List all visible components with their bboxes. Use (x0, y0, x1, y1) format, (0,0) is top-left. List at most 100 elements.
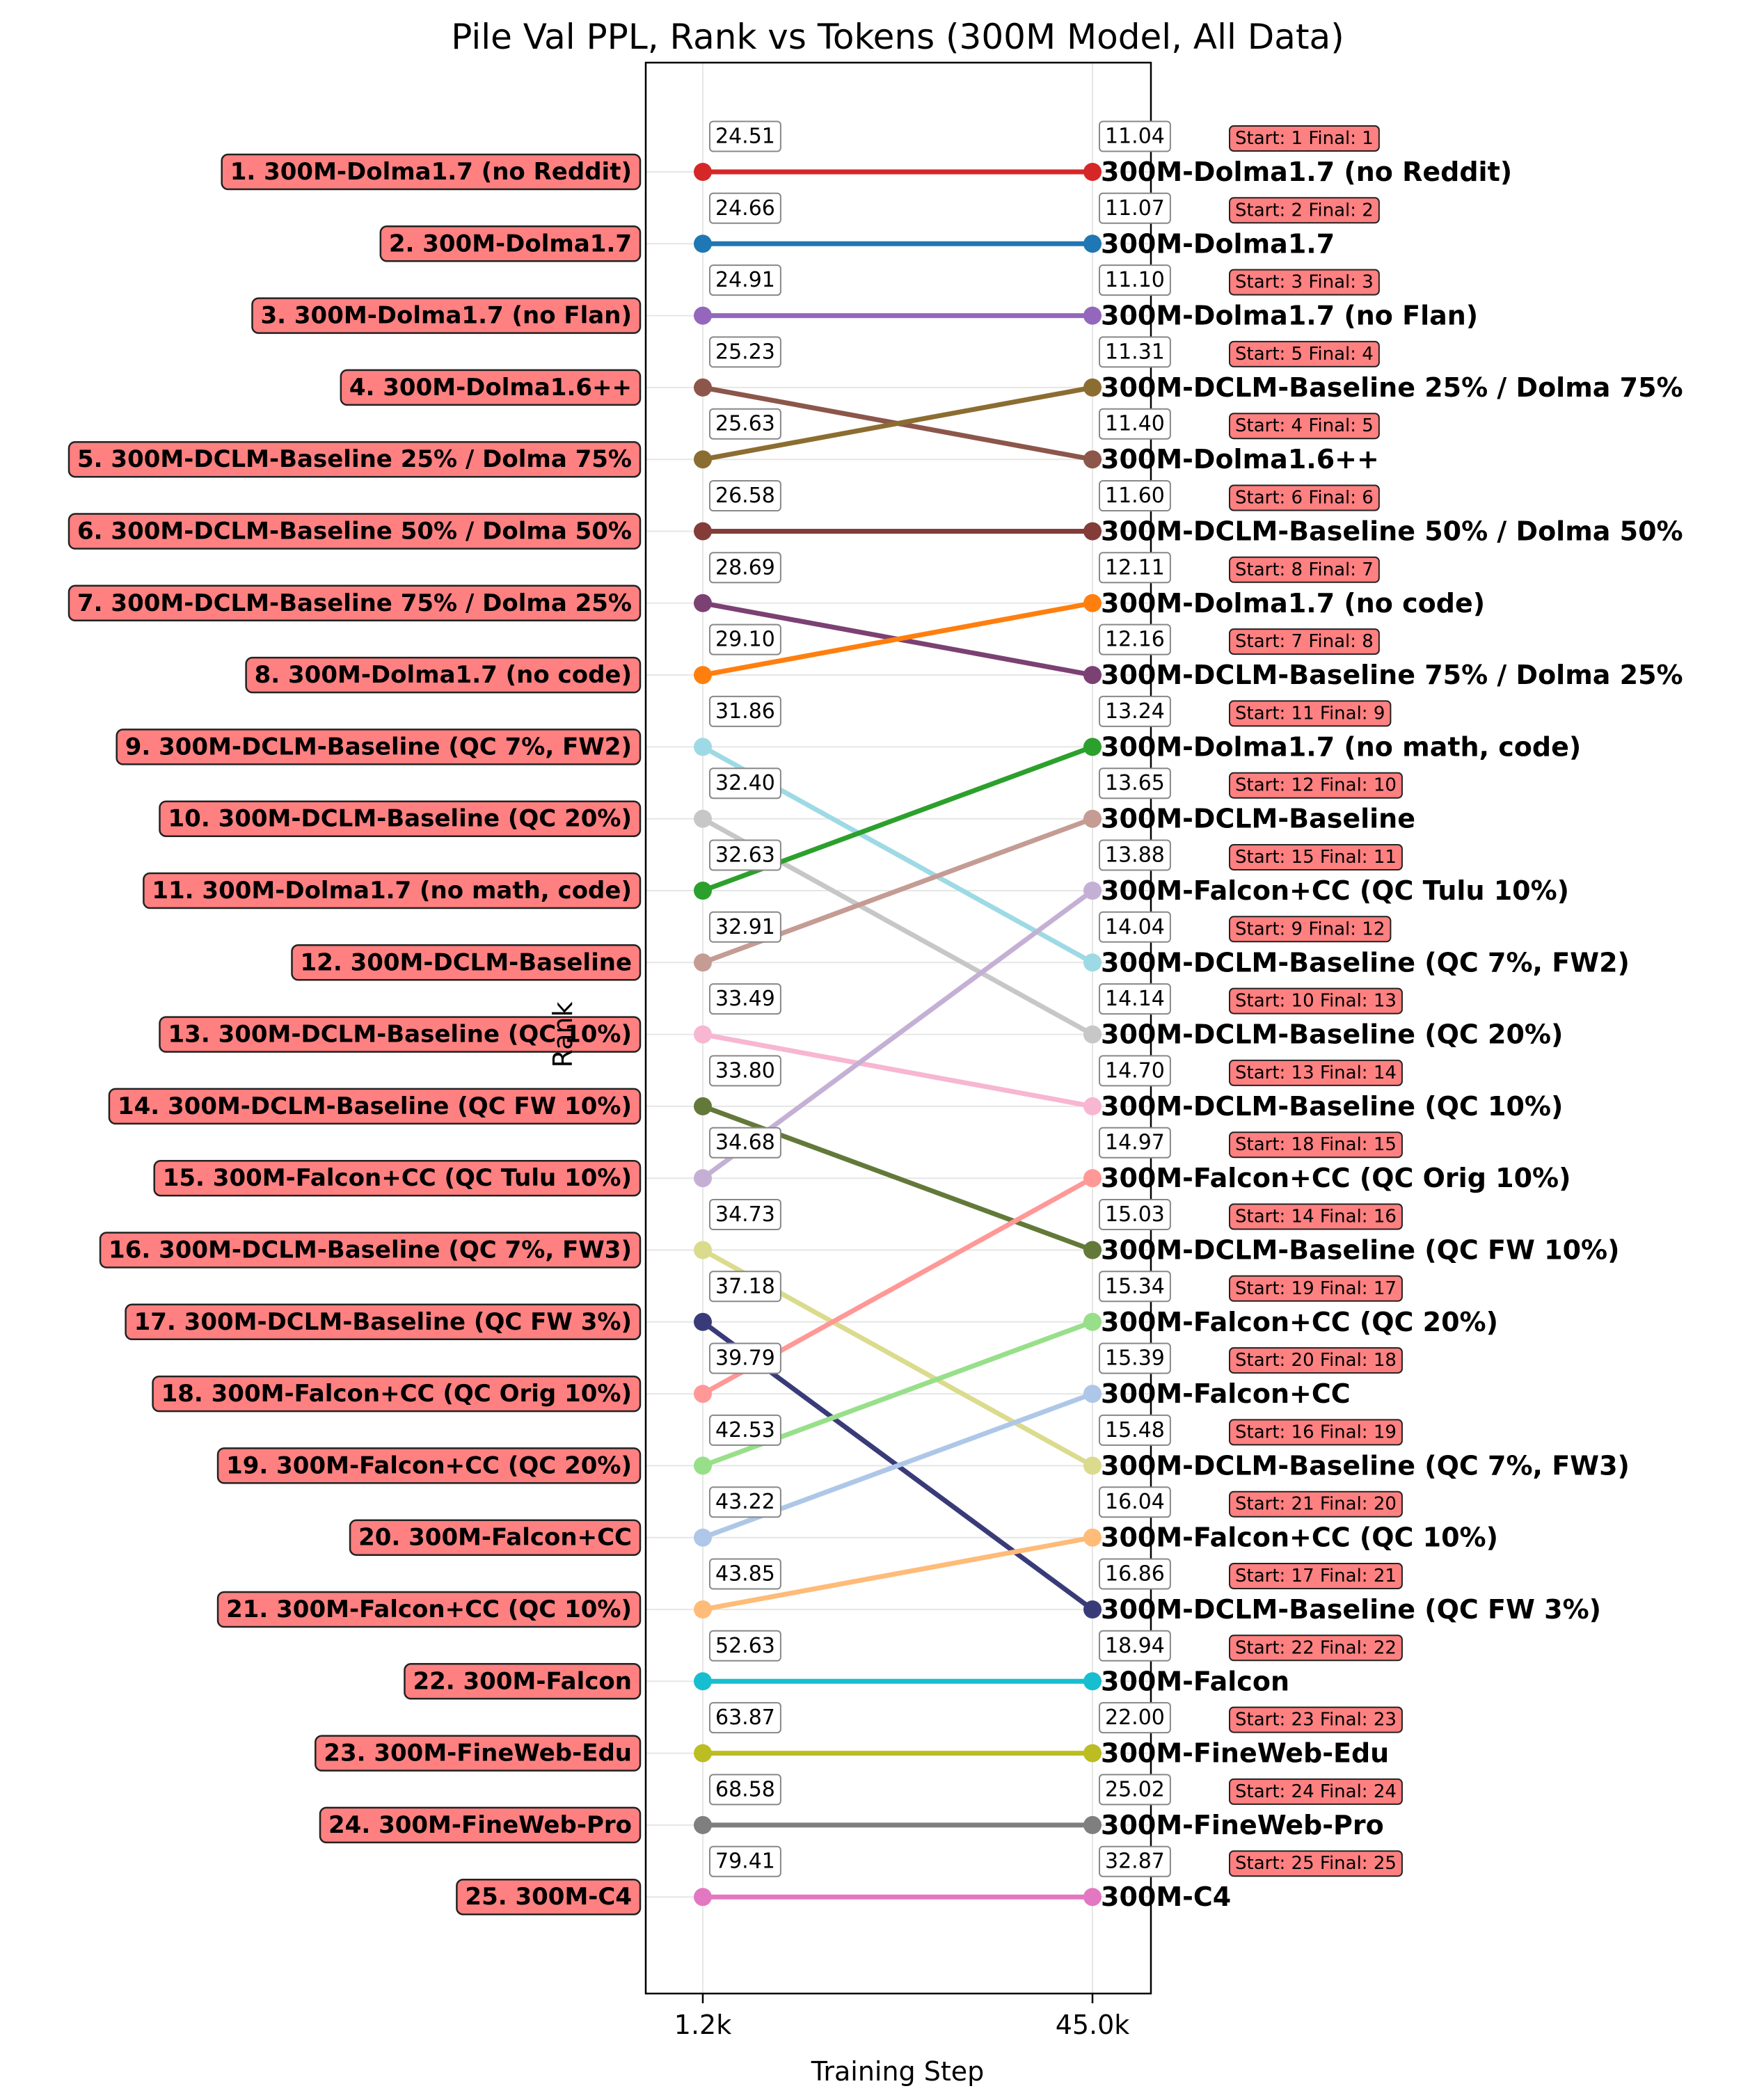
final-value-text: 11.07 (1105, 196, 1165, 221)
series-name-label: 300M-FineWeb-Edu (1101, 1738, 1389, 1769)
rank-change-badge: Start: 17 Final: 21 (1229, 1563, 1403, 1589)
left-rank-label-text: 14. 300M-DCLM-Baseline (QC FW 10%) (118, 1092, 632, 1120)
final-value-text: 12.11 (1105, 555, 1165, 580)
final-value-label: 14.14 (1099, 983, 1171, 1015)
final-value-label: 11.31 (1099, 336, 1171, 368)
rank-change-badge-text: Start: 11 Final: 9 (1235, 703, 1385, 724)
end-point (1083, 1888, 1102, 1907)
rank-change-badge: Start: 14 Final: 16 (1229, 1203, 1403, 1230)
end-point (1083, 1097, 1102, 1115)
left-rank-label-box (349, 1519, 642, 1556)
rank-change-badge: Start: 13 Final: 14 (1229, 1059, 1403, 1086)
final-value-label-box (1099, 120, 1171, 152)
left-rank-label-text: 19. 300M-Falcon+CC (QC 20%) (226, 1451, 632, 1479)
final-value-label-box (1099, 1414, 1171, 1446)
rank-change-badge: Start: 24 Final: 24 (1229, 1778, 1403, 1805)
rank-change-badge-text: Start: 7 Final: 8 (1235, 631, 1374, 652)
final-value-text: 18.94 (1105, 1634, 1165, 1658)
rank-change-badge-box (1229, 197, 1380, 224)
start-value-text: 32.40 (715, 771, 775, 795)
start-point (694, 1025, 712, 1044)
rank-change-badge-box (1229, 340, 1380, 367)
start-value-label-box (709, 623, 781, 655)
rank-change-badge-text: Start: 18 Final: 15 (1235, 1134, 1397, 1155)
start-value-label-box (709, 264, 781, 296)
final-value-label-box (1099, 695, 1171, 727)
final-value-text: 11.10 (1105, 268, 1165, 292)
x-axis-label: Training Step (811, 2056, 985, 2087)
start-value-label: 24.51 (709, 120, 781, 152)
start-value-label: 33.49 (709, 983, 781, 1015)
start-point (694, 234, 712, 253)
left-rank-label-text: 15. 300M-Falcon+CC (QC Tulu 10%) (163, 1164, 632, 1192)
rank-change-badge-box (1229, 1275, 1403, 1302)
final-value-label: 32.87 (1099, 1845, 1171, 1877)
start-point (694, 1888, 712, 1907)
end-point (1083, 306, 1102, 325)
final-value-label: 16.86 (1099, 1558, 1171, 1590)
final-value-label: 15.48 (1099, 1414, 1171, 1446)
series-name-label: 300M-DCLM-Baseline (QC 7%, FW2) (1101, 947, 1630, 978)
final-value-label-box (1099, 1702, 1171, 1734)
left-rank-label: 6. 300M-DCLM-Baseline 50% / Dolma 50% (67, 513, 642, 550)
rank-change-badge-box (1229, 125, 1380, 152)
rank-change-badge-text: Start: 25 Final: 25 (1235, 1853, 1397, 1874)
left-rank-label-box (67, 513, 642, 550)
end-point (1083, 809, 1102, 828)
rank-change-badge-text: Start: 16 Final: 19 (1235, 1422, 1397, 1442)
final-value-label: 14.04 (1099, 911, 1171, 943)
start-value-text: 52.63 (715, 1634, 775, 1658)
final-value-text: 13.88 (1105, 843, 1165, 868)
left-rank-label-text: 16. 300M-DCLM-Baseline (QC 7%, FW3) (109, 1236, 632, 1264)
start-value-text: 26.58 (715, 484, 775, 508)
rank-change-badge: Start: 3 Final: 3 (1229, 269, 1380, 296)
final-value-label-box (1099, 1486, 1171, 1518)
start-value-label-box (709, 839, 781, 871)
left-rank-label: 25. 300M-C4 (456, 1878, 642, 1916)
left-rank-label-text: 5. 300M-DCLM-Baseline 25% / Dolma 75% (77, 445, 632, 473)
left-rank-label: 18. 300M-Falcon+CC (QC Orig 10%) (152, 1375, 642, 1413)
left-rank-label-text: 6. 300M-DCLM-Baseline 50% / Dolma 50% (77, 518, 632, 546)
start-value-text: 63.87 (715, 1705, 775, 1730)
left-rank-label: 11. 300M-Dolma1.7 (no math, code) (143, 872, 642, 909)
start-value-label-box (709, 552, 781, 584)
start-point (694, 1528, 712, 1547)
start-value-label-box (709, 1774, 781, 1806)
start-value-label: 24.66 (709, 192, 781, 224)
rank-change-badge: Start: 7 Final: 8 (1229, 628, 1380, 655)
rank-change-badge-text: Start: 6 Final: 6 (1235, 488, 1374, 509)
rank-change-badge-box (1229, 700, 1392, 727)
rank-change-badge-text: Start: 2 Final: 2 (1235, 200, 1374, 221)
rank-change-badge-text: Start: 5 Final: 4 (1235, 344, 1374, 365)
final-value-label-box (1099, 1271, 1171, 1303)
rank-change-badge: Start: 6 Final: 6 (1229, 484, 1380, 511)
final-value-label-box (1099, 1774, 1171, 1806)
end-point (1083, 1744, 1102, 1763)
series-name-label: 300M-Falcon+CC (QC 20%) (1101, 1307, 1498, 1337)
left-rank-label: 16. 300M-DCLM-Baseline (QC 7%, FW3) (99, 1232, 642, 1268)
end-point (1083, 1672, 1102, 1691)
end-point (1083, 666, 1102, 685)
rank-change-badge: Start: 2 Final: 2 (1229, 197, 1380, 224)
start-value-label: 43.22 (709, 1486, 781, 1518)
final-value-label: 14.70 (1099, 1055, 1171, 1087)
series-name-label: 300M-C4 (1101, 1882, 1231, 1912)
final-value-text: 15.39 (1105, 1346, 1165, 1371)
start-value-label-box (709, 911, 781, 943)
rank-change-badge-box (1229, 556, 1380, 583)
left-rank-label: 7. 300M-DCLM-Baseline 75% / Dolma 25% (67, 584, 642, 622)
start-point (694, 809, 712, 828)
left-rank-label-text: 10. 300M-DCLM-Baseline (QC 20%) (168, 805, 633, 833)
series-name-label: 300M-DCLM-Baseline 25% / Dolma 75% (1101, 372, 1683, 403)
left-rank-label-box (125, 1303, 642, 1341)
left-rank-label-text: 1. 300M-Dolma1.7 (no Reddit) (230, 158, 632, 186)
start-value-label: 52.63 (709, 1630, 781, 1662)
left-rank-label: 4. 300M-Dolma1.6++ (340, 369, 642, 406)
final-value-text: 11.31 (1105, 340, 1165, 364)
rank-change-badge: Start: 21 Final: 20 (1229, 1490, 1403, 1518)
start-value-label-box (709, 192, 781, 224)
rank-change-badge-text: Start: 3 Final: 3 (1235, 272, 1374, 293)
final-value-label-box (1099, 1127, 1171, 1159)
left-rank-label-text: 17. 300M-DCLM-Baseline (QC FW 3%) (134, 1308, 632, 1336)
left-rank-label-text: 13. 300M-DCLM-Baseline (QC 10%) (168, 1021, 633, 1049)
